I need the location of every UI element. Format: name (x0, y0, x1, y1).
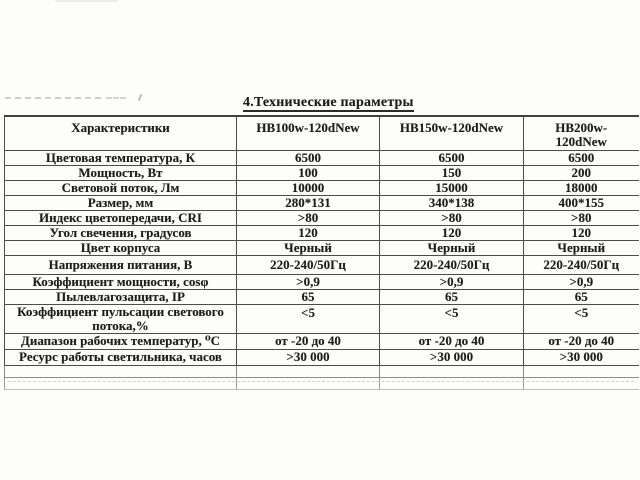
value-cell: 400*155 (523, 194, 639, 211)
value-cell: >80 (523, 209, 639, 226)
value-cell (379, 376, 524, 390)
table-row: Цвет корпуса Черный Черный Черный (4, 239, 639, 256)
value-cell: 15000 (379, 179, 524, 196)
table-row: Цветовая температура, К 6500 6500 6500 (4, 149, 639, 166)
value-cell: 120 (379, 224, 524, 241)
table-row: Коэффициент мощности, cosφ >0,9 >0,9 >0,… (4, 273, 639, 290)
column-header-hb100: HB100w-120dNew (236, 115, 380, 151)
page-title: 4.Технические параметры (243, 95, 414, 112)
value-cell: 6500 (523, 149, 639, 166)
value-cell: 120 (523, 224, 639, 241)
value-cell: >0,9 (523, 273, 639, 290)
row-label: Угол свечения, градусов (4, 224, 237, 241)
value-cell: 220-240/50Гц (523, 254, 639, 275)
value-cell: 200 (523, 164, 639, 181)
tech-params-table: Характеристики HB100w-120dNew HB150w-120… (4, 115, 639, 390)
value-cell: 100 (236, 164, 380, 181)
value-cell: 220-240/50Гц (236, 254, 380, 275)
row-label: Напряжения питания, В (4, 254, 237, 275)
value-cell: <5 (523, 303, 639, 334)
value-cell: Черный (236, 239, 380, 256)
value-cell: <5 (236, 303, 380, 334)
value-cell: >0,9 (379, 273, 524, 290)
table-row: Диапазон рабочих температур, ⁰С от -20 д… (4, 332, 639, 350)
table-row: Индекс цветопередачи, CRI >80 >80 >80 (4, 209, 639, 226)
row-label (4, 364, 237, 378)
row-label: Ресурс работы светильника, часов (4, 348, 237, 366)
column-header-hb200: HB200w-120dNew (523, 115, 639, 151)
scan-smudge (55, 0, 117, 2)
value-cell: >80 (379, 209, 524, 226)
scan-artifact-dashes (5, 97, 101, 99)
value-cell: <5 (379, 303, 524, 334)
value-cell: >0,9 (236, 273, 380, 290)
value-cell (236, 376, 380, 390)
column-header-characteristics: Характеристики (4, 115, 237, 151)
value-cell: 65 (236, 288, 380, 305)
row-label (4, 376, 237, 390)
value-cell: от -20 до 40 (523, 332, 639, 350)
row-label: Мощность, Вт (4, 164, 237, 181)
column-header-hb200-label: HB200w-120dNew (555, 120, 608, 150)
table-row-empty (4, 376, 639, 390)
value-cell: >30 000 (379, 348, 524, 366)
row-label: Индекс цветопередачи, CRI (4, 209, 237, 226)
table-row: Коэффициент пульсации светового потока,%… (4, 303, 639, 334)
value-cell: 18000 (523, 179, 639, 196)
table-row: Световой поток, Лм 10000 15000 18000 (4, 179, 639, 196)
value-cell: 65 (379, 288, 524, 305)
value-cell: 6500 (236, 149, 380, 166)
table-row: Напряжения питания, В 220-240/50Гц 220-2… (4, 254, 639, 275)
value-cell (379, 364, 524, 378)
value-cell: 220-240/50Гц (379, 254, 524, 275)
table-row: Мощность, Вт 100 150 200 (4, 164, 639, 181)
value-cell (523, 376, 639, 390)
scan-faint-bottom-line (8, 381, 634, 382)
row-label: Размер, мм (4, 194, 237, 211)
value-cell: >30 000 (523, 348, 639, 366)
value-cell: 10000 (236, 179, 380, 196)
row-label: Световой поток, Лм (4, 179, 237, 196)
value-cell: Черный (523, 239, 639, 256)
table-row: Пылевлагозащита, IP 65 65 65 (4, 288, 639, 305)
value-cell (523, 364, 639, 378)
value-cell (236, 364, 380, 378)
row-label: Коэффициент мощности, cosφ (4, 273, 237, 290)
value-cell: 150 (379, 164, 524, 181)
value-cell: 6500 (379, 149, 524, 166)
value-cell: >30 000 (236, 348, 380, 366)
value-cell: >80 (236, 209, 380, 226)
row-label: Диапазон рабочих температур, ⁰С (4, 332, 237, 350)
table-row-empty (4, 364, 639, 378)
scan-artifact-tick (137, 93, 143, 102)
value-cell: 120 (236, 224, 380, 241)
row-label: Цвет корпуса (4, 239, 237, 256)
scan-artifact-dashes (106, 97, 126, 99)
header-row: Характеристики HB100w-120dNew HB150w-120… (4, 115, 639, 151)
row-label: Коэффициент пульсации светового потока,% (4, 303, 237, 334)
table-row: Размер, мм 280*131 340*138 400*155 (4, 194, 639, 211)
column-header-hb150: HB150w-120dNew (379, 115, 524, 151)
table-row: Ресурс работы светильника, часов >30 000… (4, 348, 639, 366)
value-cell: от -20 до 40 (236, 332, 380, 350)
table-row: Угол свечения, градусов 120 120 120 (4, 224, 639, 241)
value-cell: Черный (379, 239, 524, 256)
value-cell: от -20 до 40 (379, 332, 524, 350)
value-cell: 65 (523, 288, 639, 305)
value-cell: 280*131 (236, 194, 380, 211)
row-label: Пылевлагозащита, IP (4, 288, 237, 305)
row-label: Цветовая температура, К (4, 149, 237, 166)
value-cell: 340*138 (379, 194, 524, 211)
